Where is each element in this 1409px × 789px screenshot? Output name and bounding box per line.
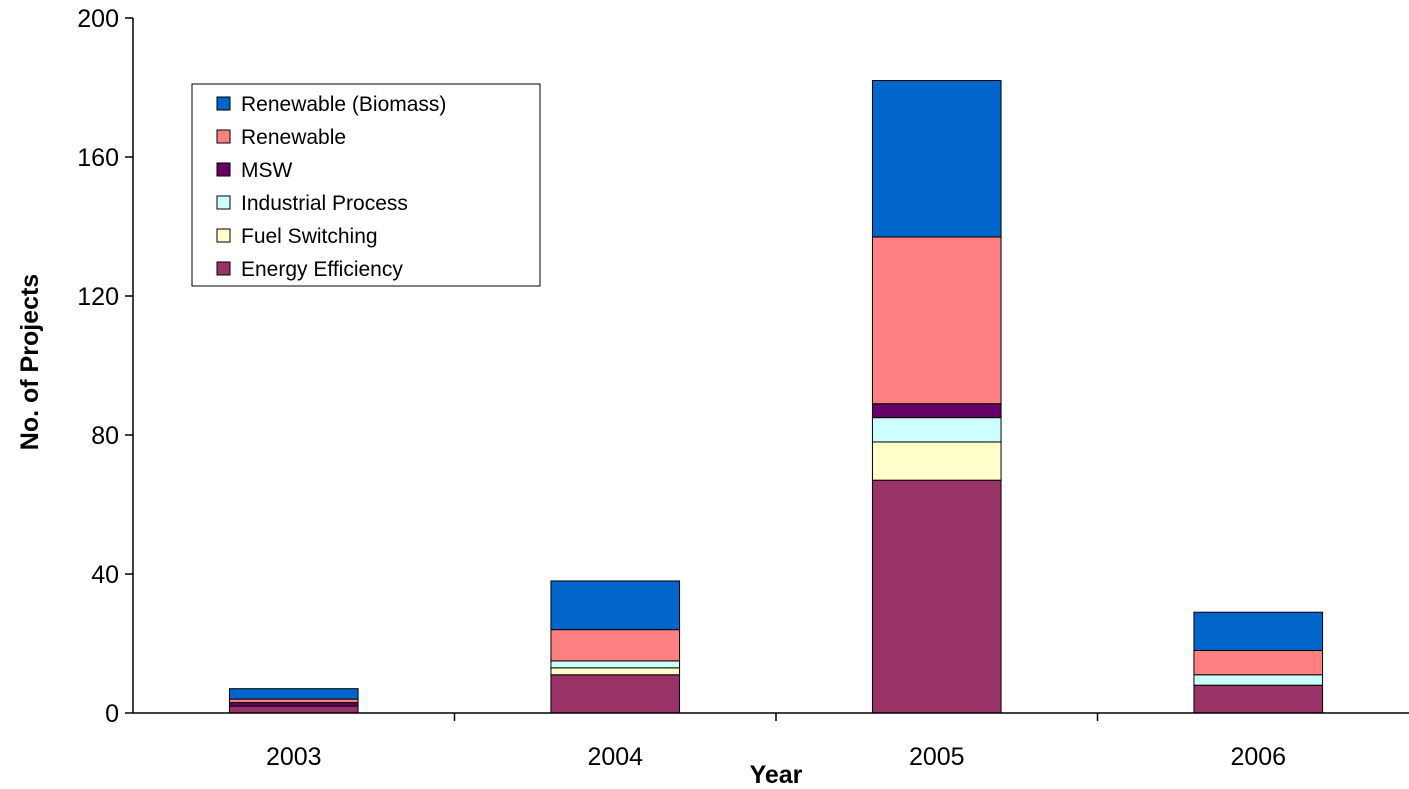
legend-label-energy-efficiency: Energy Efficiency <box>241 258 403 281</box>
y-tick-label: 0 <box>105 700 119 728</box>
x-axis-title: Year <box>750 761 803 789</box>
bar-segment-renewable-2006 <box>1193 649 1324 676</box>
bar-segment-energy-efficiency-2005 <box>871 479 1002 714</box>
x-tick-label-2005: 2005 <box>909 743 965 771</box>
legend: Renewable (Biomass) Renewable MSW Industria… <box>191 83 541 287</box>
y-tick-label: 120 <box>77 283 119 311</box>
legend-label-renewable: Renewable <box>241 126 346 149</box>
legend-swatch-renewable-biomass <box>216 96 231 111</box>
bar-segment-energy-efficiency-2006 <box>1193 684 1324 714</box>
x-ticks-group: 2003 2004 2005 2006 <box>266 713 1286 771</box>
bar-segment-renewable-biomass-2005 <box>871 80 1002 238</box>
bar-segment-renewable-biomass-2006 <box>1193 611 1324 651</box>
bar-segment-msw-2005 <box>871 403 1002 419</box>
bar-segment-energy-efficiency-2004 <box>550 674 681 714</box>
bar-segment-msw-2003 <box>228 702 359 707</box>
bar-segment-renewable-2005 <box>871 236 1002 405</box>
legend-label-msw: MSW <box>241 159 293 182</box>
legend-label-industrial-process: Industrial Process <box>241 192 408 215</box>
y-ticks-group: 0 40 80 120 160 200 <box>77 5 133 728</box>
bar-segment-fuel-switching-2005 <box>871 441 1002 481</box>
bar-segment-industrial-process-2004 <box>550 660 681 669</box>
legend-swatch-msw <box>216 162 231 177</box>
x-tick-label-2006: 2006 <box>1230 743 1286 771</box>
y-tick-label: 40 <box>91 561 119 589</box>
legend-swatch-industrial-process <box>216 195 231 210</box>
y-tick-label: 80 <box>91 422 119 450</box>
legend-label-renewable-biomass: Renewable (Biomass) <box>241 93 446 116</box>
bar-segment-energy-efficiency-2003 <box>228 705 359 714</box>
bar-segment-renewable-biomass-2004 <box>550 580 681 631</box>
legend-label-fuel-switching: Fuel Switching <box>241 225 378 248</box>
legend-swatch-energy-efficiency <box>216 261 231 276</box>
bar-segment-renewable-biomass-2003 <box>228 688 359 700</box>
bar-segment-renewable-2004 <box>550 629 681 662</box>
bars-group <box>228 80 1324 714</box>
legend-swatch-renewable <box>216 129 231 144</box>
y-axis-title: No. of Projects <box>16 274 44 450</box>
x-tick-label-2003: 2003 <box>266 743 322 771</box>
bar-segment-industrial-process-2006 <box>1193 674 1324 686</box>
x-tick-label-2004: 2004 <box>587 743 643 771</box>
bar-segment-renewable-2003 <box>228 698 359 704</box>
bar-segment-fuel-switching-2004 <box>550 667 681 676</box>
y-tick-label: 200 <box>77 5 119 33</box>
legend-box <box>191 83 541 287</box>
bar-segment-industrial-process-2005 <box>871 417 1002 443</box>
legend-swatch-fuel-switching <box>216 228 231 243</box>
y-tick-label: 160 <box>77 144 119 172</box>
